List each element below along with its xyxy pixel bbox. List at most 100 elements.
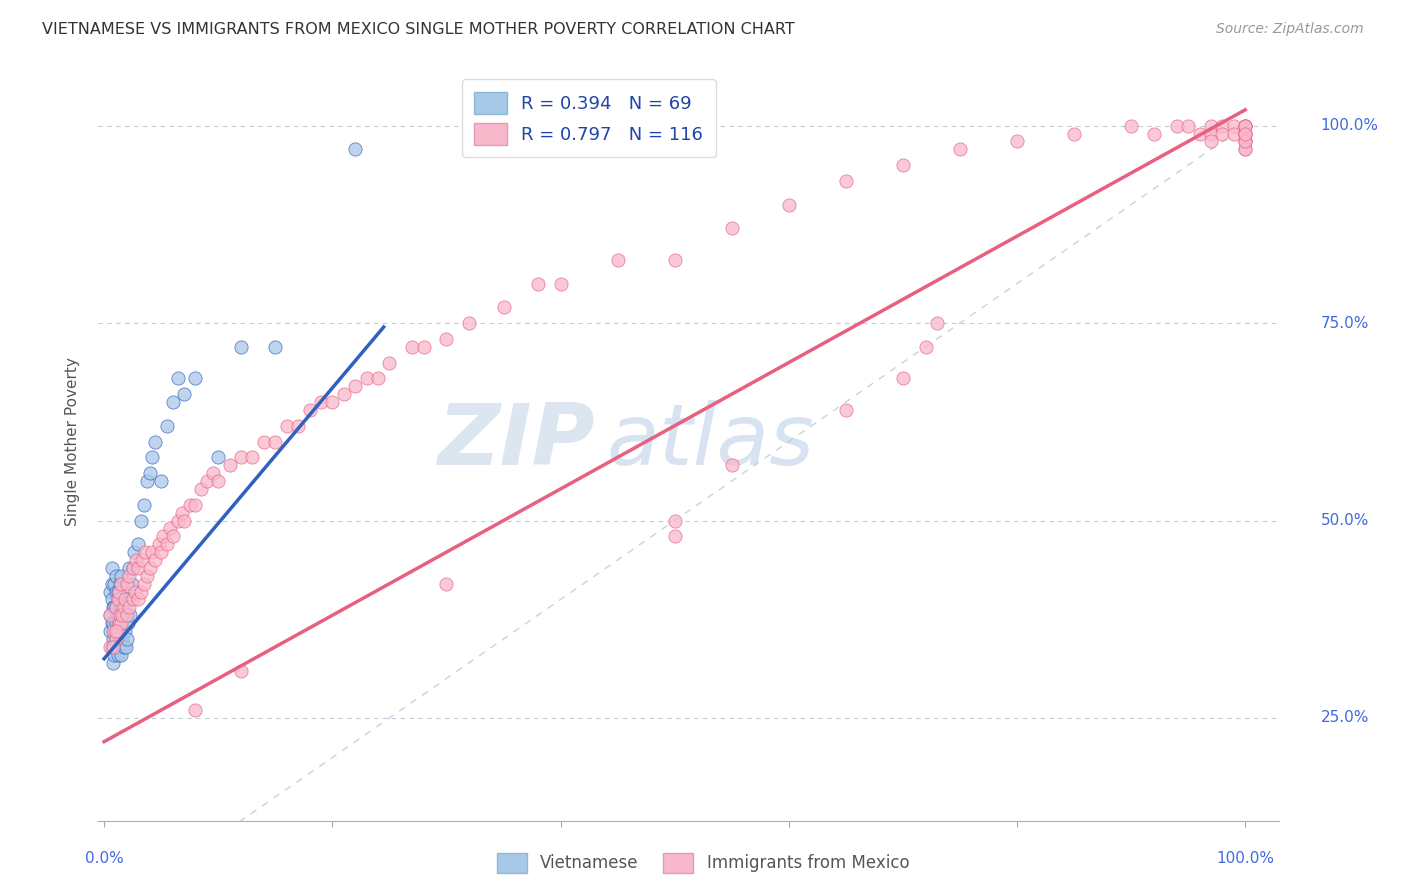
Point [184, 498, 207, 512]
Point [367, 371, 389, 385]
Point [1211, 127, 1233, 141]
Point [1234, 142, 1257, 156]
Point [1119, 119, 1142, 133]
Point [1234, 119, 1257, 133]
Point [139, 466, 162, 480]
Text: 50.0%: 50.0% [1320, 513, 1369, 528]
Point [148, 537, 170, 551]
Point [121, 592, 143, 607]
Point [121, 561, 143, 575]
Point [835, 403, 858, 417]
Point [184, 371, 207, 385]
Point [264, 340, 287, 354]
Point [835, 174, 858, 188]
Point [436, 332, 458, 346]
Point [98, 624, 121, 639]
Text: 0.0%: 0.0% [84, 851, 124, 866]
Point [1234, 119, 1257, 133]
Point [108, 576, 131, 591]
Point [242, 450, 264, 465]
Point [1223, 127, 1246, 141]
Point [101, 616, 124, 631]
Point [125, 553, 148, 567]
Point [136, 569, 159, 583]
Point [101, 561, 124, 575]
Point [1005, 135, 1028, 149]
Point [118, 561, 141, 575]
Point [110, 569, 132, 583]
Point [110, 616, 132, 631]
Y-axis label: Single Mother Poverty: Single Mother Poverty [65, 357, 80, 526]
Point [104, 584, 127, 599]
Point [103, 624, 125, 639]
Point [173, 387, 195, 401]
Point [1234, 127, 1257, 141]
Point [1199, 119, 1222, 133]
Point [179, 498, 201, 512]
Point [127, 537, 149, 551]
Point [150, 474, 173, 488]
Point [412, 340, 434, 354]
Point [115, 608, 138, 623]
Point [98, 608, 121, 623]
Point [229, 340, 252, 354]
Point [218, 458, 240, 473]
Point [108, 608, 131, 623]
Point [104, 600, 127, 615]
Point [1234, 135, 1257, 149]
Point [167, 514, 190, 528]
Point [1211, 119, 1233, 133]
Point [1234, 135, 1257, 149]
Point [378, 355, 401, 369]
Point [145, 553, 167, 567]
Point [112, 600, 135, 615]
Point [127, 561, 149, 575]
Point [664, 529, 686, 543]
Point [1188, 127, 1211, 141]
Point [111, 632, 134, 646]
Point [150, 545, 173, 559]
Point [111, 608, 134, 623]
Point [436, 576, 458, 591]
Point [156, 537, 179, 551]
Point [298, 403, 321, 417]
Text: ZIP: ZIP [437, 400, 595, 483]
Point [110, 600, 132, 615]
Point [136, 474, 159, 488]
Point [229, 450, 252, 465]
Point [107, 584, 129, 599]
Point [720, 221, 742, 235]
Point [104, 632, 127, 646]
Point [103, 656, 125, 670]
Point [1143, 127, 1166, 141]
Point [526, 277, 548, 291]
Point [111, 600, 134, 615]
Point [134, 545, 156, 559]
Point [114, 592, 136, 607]
Point [1234, 127, 1257, 141]
Point [110, 624, 132, 639]
Point [104, 624, 127, 639]
Point [1063, 127, 1085, 141]
Point [108, 616, 131, 631]
Point [1223, 119, 1246, 133]
Point [121, 576, 143, 591]
Point [131, 553, 153, 567]
Point [778, 197, 800, 211]
Point [110, 648, 132, 662]
Point [1234, 119, 1257, 133]
Point [104, 569, 127, 583]
Point [114, 592, 136, 607]
Point [120, 608, 142, 623]
Point [112, 608, 135, 623]
Point [101, 576, 124, 591]
Point [332, 387, 354, 401]
Point [115, 592, 138, 607]
Point [139, 561, 162, 575]
Point [664, 514, 686, 528]
Point [170, 506, 193, 520]
Point [229, 664, 252, 678]
Point [1234, 127, 1257, 141]
Point [108, 616, 131, 631]
Point [103, 576, 125, 591]
